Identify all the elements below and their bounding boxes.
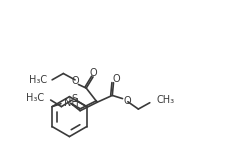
Text: H₃C: H₃C <box>26 93 44 103</box>
Text: CH₃: CH₃ <box>156 95 174 105</box>
Text: S: S <box>71 94 77 104</box>
Text: O: O <box>72 76 79 86</box>
Text: O: O <box>113 74 120 84</box>
Text: O: O <box>90 68 97 78</box>
Text: NH: NH <box>64 98 79 108</box>
Text: O: O <box>123 96 131 106</box>
Text: H₃C: H₃C <box>29 75 47 85</box>
